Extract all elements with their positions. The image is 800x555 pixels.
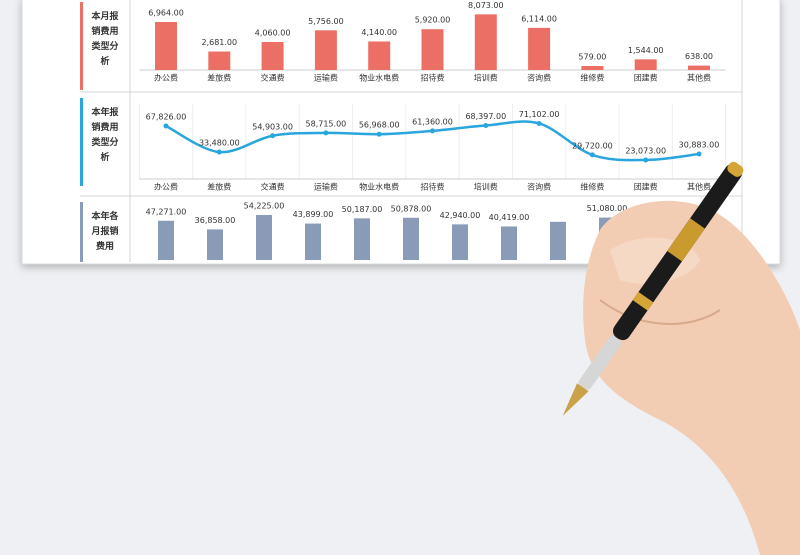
data-label: 2,681.00: [201, 38, 237, 47]
bar: [354, 218, 370, 260]
x-tick-label: 维修费: [580, 73, 604, 83]
x-tick-label: 团建费: [634, 182, 658, 192]
data-label: 42,940.00: [440, 211, 481, 220]
data-label: 6,964.00: [148, 9, 184, 18]
data-label: 6,114.00: [521, 14, 557, 23]
bar: [155, 22, 177, 70]
data-label: 4,060.00: [255, 29, 291, 38]
accent-bar: [80, 98, 83, 186]
x-tick-label: 咨询费: [527, 182, 551, 192]
x-tick-label: 物业水电费: [359, 182, 399, 192]
x-tick-label: 培训费: [474, 73, 498, 83]
point: [376, 131, 382, 137]
hand-with-pen: [562, 161, 800, 555]
bar: [474, 14, 497, 70]
data-label: 50,187.00: [342, 205, 383, 214]
data-label: 8,073.00: [468, 1, 504, 10]
x-tick-label: 其他费: [687, 182, 711, 192]
accent-bar: [80, 202, 83, 262]
data-label: 51,080.00: [587, 204, 628, 213]
bar: [208, 51, 231, 70]
bar: [305, 223, 321, 260]
accent-bar: [80, 2, 83, 90]
point: [270, 133, 276, 139]
x-tick-label: 运输费: [314, 73, 338, 83]
bar: [256, 214, 272, 260]
bar: [550, 221, 566, 260]
x-tick-label: 运输费: [314, 182, 338, 192]
data-label: 71,102.00: [519, 110, 560, 119]
data-label: 61,360.00: [412, 117, 453, 126]
x-tick-label: 办公费: [154, 182, 178, 192]
section-title: 本年报销费用类型分析: [91, 108, 119, 163]
x-tick-label: 招待费: [421, 182, 445, 192]
point: [589, 152, 595, 158]
point: [696, 151, 702, 157]
bar: [207, 229, 223, 260]
data-label: 638.00: [685, 52, 713, 61]
x-tick-label: 交通费: [261, 73, 285, 83]
x-tick-label: 其他费: [687, 73, 711, 83]
bar: [261, 42, 284, 70]
data-label: 4,140.00: [361, 28, 397, 37]
data-label: 23,073.00: [625, 146, 666, 155]
data-label: 1,544.00: [628, 46, 664, 55]
data-label: 50,878.00: [391, 204, 432, 213]
point: [323, 130, 329, 136]
data-label: 33,480.00: [199, 139, 240, 148]
bar: [452, 224, 468, 260]
point: [430, 128, 435, 134]
x-tick-label: 差旅费: [207, 182, 231, 192]
point: [643, 157, 649, 163]
x-tick-label: 交通费: [261, 182, 285, 192]
x-tick-label: 维修费: [580, 182, 604, 192]
section-title: 本年各月报销费用: [91, 212, 119, 252]
bar: [158, 220, 174, 260]
bar: [421, 29, 444, 71]
x-tick-label: 咨询费: [527, 73, 551, 83]
x-tick-label: 培训费: [474, 182, 498, 192]
bar: [581, 66, 604, 70]
data-label: 29,720.00: [572, 141, 613, 150]
bar: [634, 59, 657, 70]
point: [483, 123, 489, 129]
bar: [688, 65, 710, 70]
data-label: 47,271.00: [146, 207, 187, 216]
bar: [528, 27, 551, 70]
data-label: 56,968.00: [359, 121, 400, 130]
data-label: 40,419.00: [489, 213, 530, 222]
data-label: 30,883.00: [679, 141, 720, 150]
data-label: 36,858.00: [195, 216, 236, 225]
x-tick-label: 差旅费: [207, 73, 231, 83]
data-label: 68,397.00: [465, 112, 506, 121]
point: [163, 123, 169, 129]
point: [216, 149, 222, 155]
data-label: 67,826.00: [146, 112, 187, 121]
bar: [501, 226, 517, 260]
data-label: 54,903.00: [252, 122, 293, 131]
data-label: 5,756.00: [308, 17, 344, 26]
data-label: 579.00: [578, 53, 606, 62]
x-tick-label: 团建费: [634, 73, 658, 83]
data-label: 58,715.00: [306, 119, 347, 128]
bar: [403, 217, 419, 260]
bar: [368, 41, 391, 70]
point: [536, 120, 542, 126]
data-label: 54,225.00: [244, 201, 285, 210]
data-label: 5,920.00: [415, 16, 451, 25]
x-tick-label: 物业水电费: [359, 73, 399, 83]
x-tick-label: 办公费: [154, 73, 178, 83]
section-title: 本月报销费用类型分析: [91, 12, 119, 67]
x-tick-label: 招待费: [421, 73, 445, 83]
bar: [314, 30, 337, 71]
data-label: 43,899.00: [293, 210, 334, 219]
